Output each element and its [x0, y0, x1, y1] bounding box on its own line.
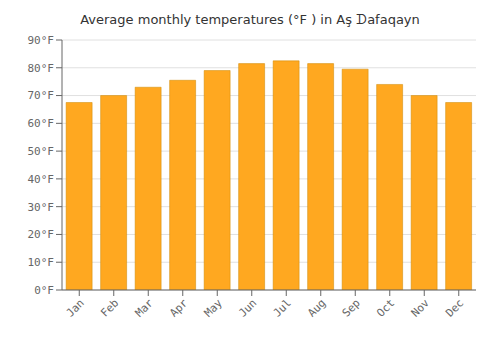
svg-text:Sep: Sep	[340, 296, 363, 319]
svg-text:70°F: 70°F	[28, 89, 55, 102]
svg-text:90°F: 90°F	[28, 34, 55, 47]
svg-text:30°F: 30°F	[28, 201, 55, 214]
svg-text:May: May	[202, 296, 226, 320]
svg-text:Jun: Jun	[236, 296, 259, 319]
svg-text:Aug: Aug	[305, 296, 328, 319]
svg-text:20°F: 20°F	[28, 228, 55, 241]
svg-text:Apr: Apr	[167, 296, 191, 320]
svg-text:60°F: 60°F	[28, 117, 55, 130]
svg-text:40°F: 40°F	[28, 173, 55, 186]
svg-text:Jan: Jan	[64, 296, 87, 319]
svg-text:Jul: Jul	[271, 296, 294, 319]
svg-text:Mar: Mar	[133, 296, 157, 320]
svg-text:Oct: Oct	[374, 296, 397, 319]
svg-text:0°F: 0°F	[34, 284, 54, 297]
svg-text:Dec: Dec	[443, 296, 466, 319]
svg-text:80°F: 80°F	[28, 62, 55, 75]
svg-text:Nov: Nov	[409, 296, 433, 320]
svg-text:Feb: Feb	[98, 296, 121, 319]
svg-text:50°F: 50°F	[28, 145, 55, 158]
svg-text:10°F: 10°F	[28, 256, 55, 269]
html-text:Average monthly temperatures (: Average monthly temperatures (°F ) in Aş…	[80, 12, 420, 27]
